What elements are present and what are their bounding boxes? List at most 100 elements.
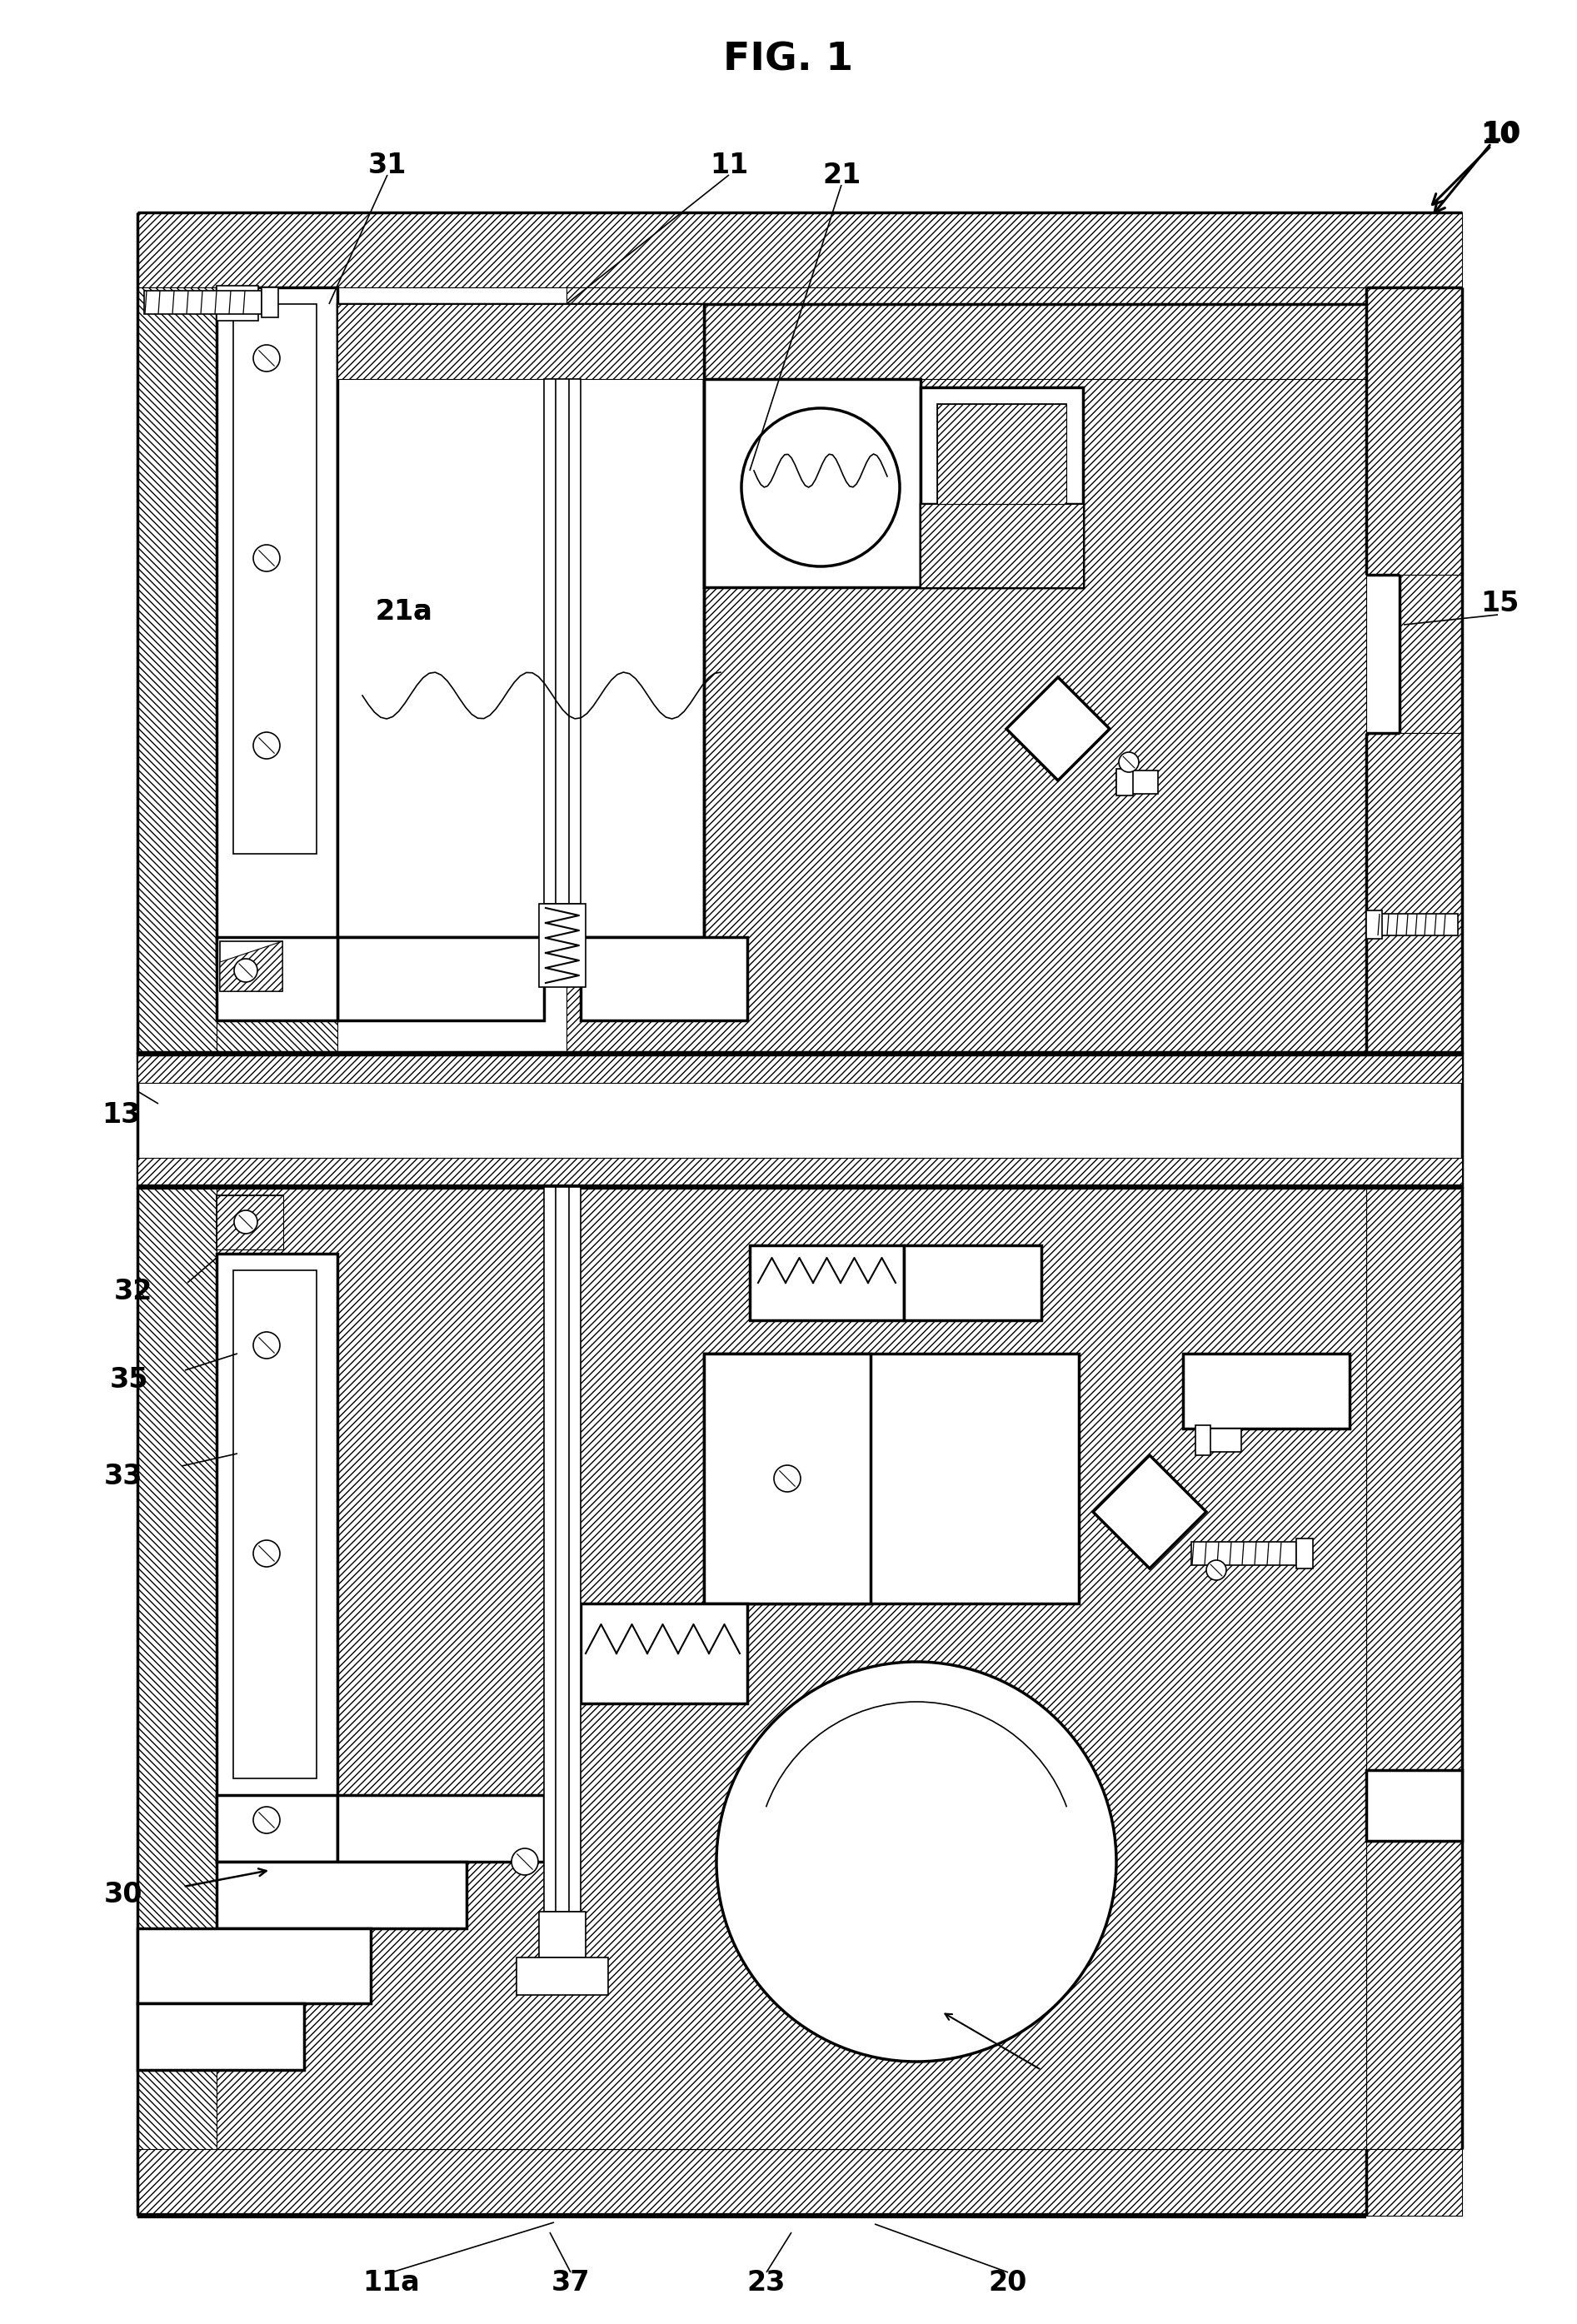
Polygon shape xyxy=(216,1794,337,1862)
Bar xyxy=(262,288,278,318)
Bar xyxy=(517,1957,609,1994)
Polygon shape xyxy=(1183,1353,1350,1429)
Circle shape xyxy=(254,1806,279,1834)
Bar xyxy=(216,1253,337,1862)
Circle shape xyxy=(254,732,279,760)
Circle shape xyxy=(774,1464,801,1492)
Text: 21a: 21a xyxy=(375,600,432,625)
Bar xyxy=(1117,769,1132,795)
Bar xyxy=(144,290,262,314)
Bar xyxy=(216,286,259,321)
Bar xyxy=(1191,1541,1296,1564)
Text: 10: 10 xyxy=(1481,123,1519,149)
Text: 30: 30 xyxy=(104,1880,142,1908)
Circle shape xyxy=(254,544,279,572)
Polygon shape xyxy=(1366,1771,1462,1841)
Bar xyxy=(216,1862,467,1929)
Bar xyxy=(544,379,580,904)
Circle shape xyxy=(1206,1559,1227,1580)
Bar xyxy=(1200,1429,1241,1452)
Polygon shape xyxy=(137,1929,371,2003)
Bar xyxy=(703,1353,871,1604)
Bar xyxy=(216,1195,284,1250)
Polygon shape xyxy=(137,2003,304,2071)
Bar xyxy=(216,1794,337,1862)
Text: FIG. 1: FIG. 1 xyxy=(722,42,853,79)
Bar xyxy=(703,1353,1079,1604)
Bar xyxy=(544,1188,580,1913)
Bar xyxy=(233,304,317,853)
Bar xyxy=(1117,772,1158,795)
Bar xyxy=(137,1053,1462,1188)
Circle shape xyxy=(254,344,279,372)
Polygon shape xyxy=(1093,1455,1206,1569)
Bar xyxy=(921,504,1083,588)
Bar xyxy=(580,1604,747,1703)
Text: 15: 15 xyxy=(1481,590,1519,618)
Polygon shape xyxy=(219,941,282,992)
Bar xyxy=(219,941,282,992)
Polygon shape xyxy=(337,304,703,379)
Text: 20: 20 xyxy=(989,2268,1027,2296)
Bar xyxy=(137,1929,371,2003)
Circle shape xyxy=(254,1541,279,1566)
Text: 32: 32 xyxy=(114,1278,153,1304)
Bar xyxy=(580,937,747,1020)
Text: 31: 31 xyxy=(367,151,407,179)
Bar xyxy=(233,1271,317,1778)
Polygon shape xyxy=(233,304,317,853)
Bar xyxy=(703,379,921,588)
Polygon shape xyxy=(216,1188,1366,2150)
Bar xyxy=(337,1794,544,1862)
Bar xyxy=(1366,911,1381,939)
Polygon shape xyxy=(137,1157,1462,1188)
Circle shape xyxy=(1118,753,1139,772)
Polygon shape xyxy=(1366,288,1462,574)
Polygon shape xyxy=(137,1053,1462,1083)
Polygon shape xyxy=(216,937,337,1020)
Polygon shape xyxy=(137,211,1462,288)
Polygon shape xyxy=(337,1794,544,1862)
Polygon shape xyxy=(1006,676,1110,781)
Polygon shape xyxy=(580,937,747,1020)
Text: 21: 21 xyxy=(822,160,861,188)
Text: 13: 13 xyxy=(101,1102,140,1127)
Polygon shape xyxy=(1399,574,1462,732)
Polygon shape xyxy=(1366,732,1462,1053)
Polygon shape xyxy=(233,1271,317,1778)
Bar xyxy=(1183,1353,1350,1429)
Bar xyxy=(749,1246,904,1320)
Polygon shape xyxy=(337,937,544,1020)
Polygon shape xyxy=(137,1188,216,2215)
Text: 11: 11 xyxy=(710,151,747,179)
Polygon shape xyxy=(216,288,337,962)
Polygon shape xyxy=(216,1862,467,1929)
Bar xyxy=(337,304,703,937)
Text: 35: 35 xyxy=(110,1367,148,1394)
Polygon shape xyxy=(1006,676,1110,781)
Text: 33: 33 xyxy=(104,1464,142,1490)
Circle shape xyxy=(233,1211,257,1234)
Bar xyxy=(137,2003,304,2071)
Bar xyxy=(1195,1425,1211,1455)
Polygon shape xyxy=(137,2150,1462,2215)
Polygon shape xyxy=(566,288,1366,1053)
Circle shape xyxy=(716,1662,1117,2061)
Circle shape xyxy=(254,1332,279,1360)
Bar xyxy=(937,404,1066,504)
Bar xyxy=(1366,1771,1462,1841)
Polygon shape xyxy=(937,404,1066,504)
Bar xyxy=(216,288,337,962)
Polygon shape xyxy=(703,1353,1079,1604)
Text: 11a: 11a xyxy=(363,2268,419,2296)
Bar xyxy=(216,937,337,1020)
Bar xyxy=(904,1246,1041,1320)
Bar xyxy=(337,937,544,1020)
Circle shape xyxy=(741,409,900,567)
Bar xyxy=(1296,1538,1314,1569)
Bar xyxy=(539,1913,585,1957)
Polygon shape xyxy=(703,304,1366,379)
Text: 23: 23 xyxy=(747,2268,785,2296)
Text: 21a: 21a xyxy=(375,600,432,625)
Circle shape xyxy=(511,1848,538,1875)
